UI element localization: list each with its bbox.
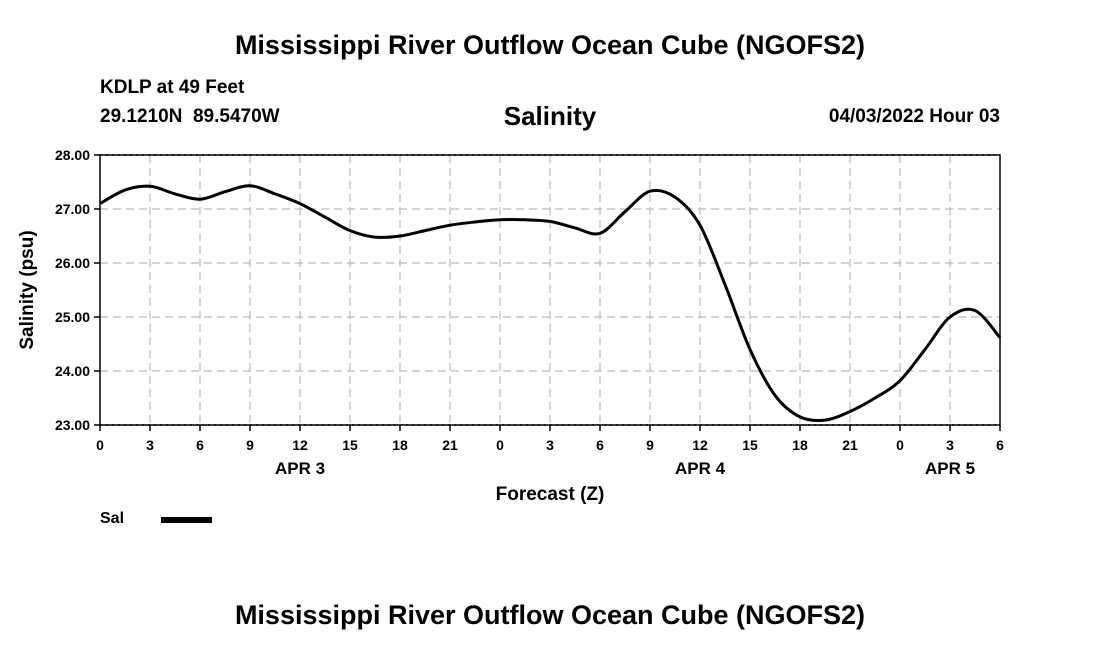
x-tick-label: 12 bbox=[692, 437, 708, 453]
day-label: APR 5 bbox=[925, 459, 975, 478]
y-tick-label: 23.00 bbox=[55, 417, 90, 433]
legend-swatch bbox=[161, 517, 212, 523]
forecast-timestamp: 04/03/2022 Hour 03 bbox=[828, 106, 1000, 127]
x-tick-label: 3 bbox=[546, 437, 554, 453]
y-tick-label: 25.00 bbox=[55, 309, 90, 325]
x-tick-label: 12 bbox=[292, 437, 308, 453]
y-tick-label: 27.00 bbox=[55, 201, 90, 217]
chart-title: Salinity bbox=[503, 101, 597, 131]
x-tick-label: 0 bbox=[496, 437, 504, 453]
station-label: KDLP at 49 Feet bbox=[100, 77, 245, 98]
x-tick-label: 21 bbox=[842, 437, 858, 453]
station-coordinates: 29.1210N 89.5470W bbox=[100, 106, 280, 127]
y-tick-label: 26.00 bbox=[55, 255, 90, 271]
x-tick-label: 6 bbox=[596, 437, 604, 453]
y-tick-label: 24.00 bbox=[55, 363, 90, 379]
grid-layer bbox=[100, 154, 1000, 426]
footer-title: Mississippi River Outflow Ocean Cube (NG… bbox=[234, 600, 866, 630]
x-tick-label: 6 bbox=[996, 437, 1004, 453]
x-tick-label: 9 bbox=[646, 437, 654, 453]
x-tick-label: 18 bbox=[792, 437, 808, 453]
x-tick-label: 18 bbox=[392, 437, 408, 453]
y-tick-label: 28.00 bbox=[55, 147, 90, 163]
y-axis-label: Salinity (psu) bbox=[17, 230, 38, 349]
salinity-series-line bbox=[99, 184, 1002, 423]
plot-frame bbox=[99, 154, 1001, 426]
x-tick-label: 6 bbox=[196, 437, 204, 453]
x-tick-label: 0 bbox=[96, 437, 104, 453]
x-tick-label: 0 bbox=[896, 437, 904, 453]
legend-label: Sal bbox=[100, 510, 125, 527]
day-label: APR 4 bbox=[675, 459, 726, 478]
x-tick-label: 3 bbox=[946, 437, 954, 453]
day-label: APR 3 bbox=[275, 459, 325, 478]
x-axis-label: Forecast (Z) bbox=[496, 484, 605, 505]
x-tick-label: 21 bbox=[442, 437, 458, 453]
x-tick-label: 9 bbox=[246, 437, 254, 453]
x-tick-label: 3 bbox=[146, 437, 154, 453]
x-tick-label: 15 bbox=[342, 437, 358, 453]
tick-layer: 28.00 27.00 26.00 25.00 24.00 23.00 0 3 6 9 12 15 18… bbox=[55, 147, 1004, 478]
x-tick-label: 15 bbox=[742, 437, 758, 453]
main-title: Mississippi River Outflow Ocean Cube (NG… bbox=[234, 30, 866, 60]
